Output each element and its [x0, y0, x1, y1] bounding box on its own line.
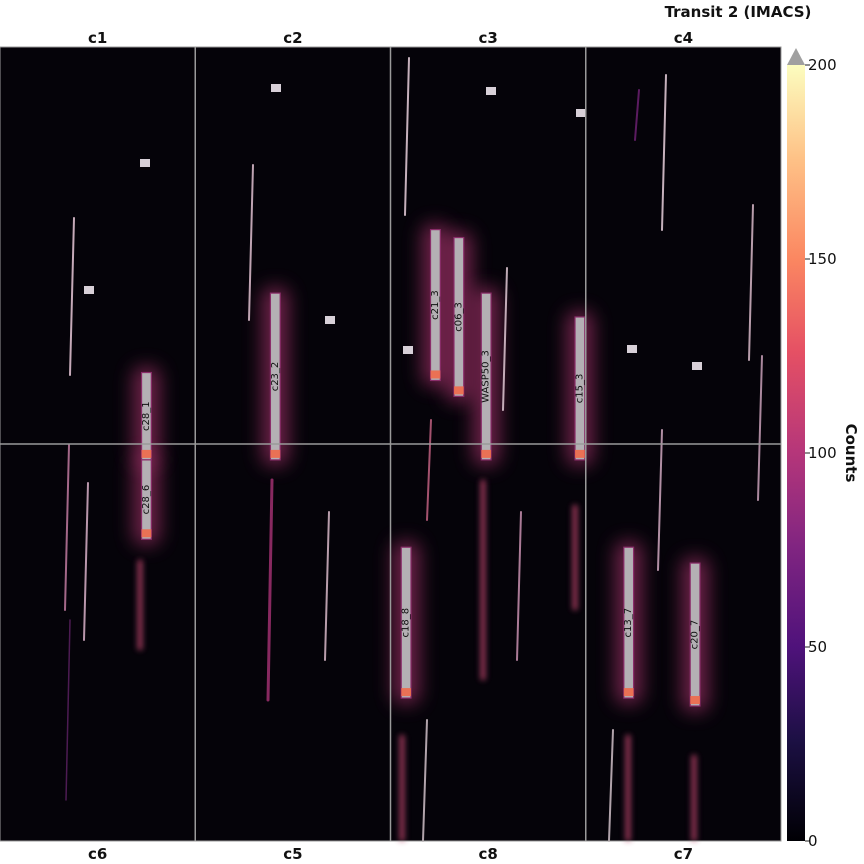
chip-boundaries	[0, 46, 782, 842]
aperture-label-c06_3: c06_3	[453, 302, 464, 332]
colorbar-tick-label: 200	[808, 56, 837, 74]
colorbar-extend-arrow	[787, 48, 805, 65]
aperture-line-c06_3	[453, 386, 464, 395]
chip-label-c2: c2	[283, 29, 302, 47]
chip-labels-top: c1 c2 c3 c4	[88, 29, 693, 47]
trace-glow	[624, 735, 632, 841]
trace-glow	[571, 505, 579, 610]
chip-label-c6: c6	[88, 845, 107, 863]
aperture-label-c28_1: c28_1	[141, 401, 152, 431]
aperture-label-c20_7: c20_7	[690, 620, 701, 650]
chip-label-c7: c7	[674, 845, 693, 863]
bright-spot	[692, 362, 702, 370]
aperture-label-c15_3: c15_3	[574, 374, 585, 404]
aperture-line-c23_2	[270, 449, 281, 458]
bright-spot	[486, 87, 496, 95]
aperture-line-c28_6	[141, 529, 152, 538]
slit-streak	[502, 267, 508, 411]
bright-spot	[325, 316, 335, 324]
aperture-c20_7	[689, 562, 701, 707]
aperture-line-WASP50_3	[481, 449, 492, 458]
slit-streak	[608, 729, 614, 842]
trace-glow	[479, 480, 487, 680]
aperture-label-c28_6: c28_6	[141, 485, 152, 515]
figure-title: Transit 2 (IMACS)	[665, 3, 812, 21]
slit-streak	[65, 619, 71, 801]
chip-label-c4: c4	[674, 29, 693, 47]
target-apertures: c28_1 c28_6 c23_2 c21_3 c06_3 WASP50_3 c15_3 c1…	[140, 229, 701, 707]
chip-label-c3: c3	[478, 29, 497, 47]
aperture-label-c18_8: c18_8	[401, 608, 412, 638]
slit-streak	[657, 429, 663, 571]
bright-spot	[403, 346, 413, 354]
slit-streak	[661, 74, 667, 231]
trace-glow	[690, 755, 698, 841]
aperture-line-c28_1	[141, 449, 152, 458]
aperture-label-c21_3: c21_3	[430, 290, 441, 320]
bright-spot	[84, 286, 94, 294]
slit-streak	[422, 719, 428, 842]
aperture-line-c21_3	[430, 370, 441, 379]
aperture-c15_3	[574, 316, 586, 461]
bright-spot	[627, 345, 637, 353]
trace-glow	[398, 735, 406, 841]
slit-streak	[324, 511, 330, 661]
bright-spot	[140, 159, 150, 167]
slit-streak	[248, 164, 254, 321]
aperture-label-c23_2: c23_2	[270, 362, 281, 392]
chip-label-c5: c5	[283, 845, 302, 863]
trace-glow	[136, 560, 144, 650]
colorbar-tick-label: 100	[808, 444, 837, 462]
slit-streak	[83, 482, 89, 641]
colorbar-ticks: 0 50 100 150 200	[805, 56, 837, 850]
aperture-WASP50_3	[480, 292, 492, 461]
slit-streak	[757, 355, 763, 501]
chip-labels-bottom: c6 c5 c8 c7	[88, 845, 693, 863]
colorbar-label: Counts	[842, 424, 860, 483]
background-slit-streaks	[64, 57, 763, 842]
slit-streak	[64, 444, 70, 611]
aperture-line-c18_8	[401, 688, 412, 697]
colorbar-tick-label: 0	[808, 832, 818, 850]
colorbar: 0 50 100 150 200 Counts	[787, 48, 860, 850]
slit-streak	[426, 419, 432, 521]
aperture-c28_6	[140, 459, 152, 540]
bright-spot	[576, 109, 586, 117]
aperture-c06_3	[453, 236, 465, 397]
colorbar-tick-label: 50	[808, 638, 827, 656]
detector-mosaic: c28_1 c28_6 c23_2 c21_3 c06_3 WASP50_3 c15_3 c1…	[0, 46, 782, 842]
aperture-label-c13_7: c13_7	[623, 608, 634, 638]
colorbar-tick-label: 150	[808, 250, 837, 268]
slit-streak	[404, 57, 410, 216]
mosaic-frame	[0, 46, 782, 842]
bright-spot	[271, 84, 281, 92]
aperture-c13_7	[623, 546, 635, 699]
chip-label-c1: c1	[88, 29, 107, 47]
chip-label-c8: c8	[478, 845, 497, 863]
aperture-line-c15_3	[575, 449, 585, 458]
slit-streak	[748, 204, 754, 361]
aperture-c21_3	[429, 229, 441, 382]
aperture-c18_8	[400, 546, 412, 699]
slit-streak	[634, 89, 640, 141]
aperture-line-c13_7	[623, 688, 634, 697]
slit-streak	[516, 511, 522, 661]
slit-streak	[69, 217, 75, 376]
slit-streak	[266, 478, 274, 702]
aperture-line-c20_7	[690, 696, 700, 705]
aperture-label-WASP50_3: WASP50_3	[481, 350, 492, 403]
aperture-c23_2	[269, 292, 281, 461]
colorbar-gradient	[787, 65, 805, 841]
